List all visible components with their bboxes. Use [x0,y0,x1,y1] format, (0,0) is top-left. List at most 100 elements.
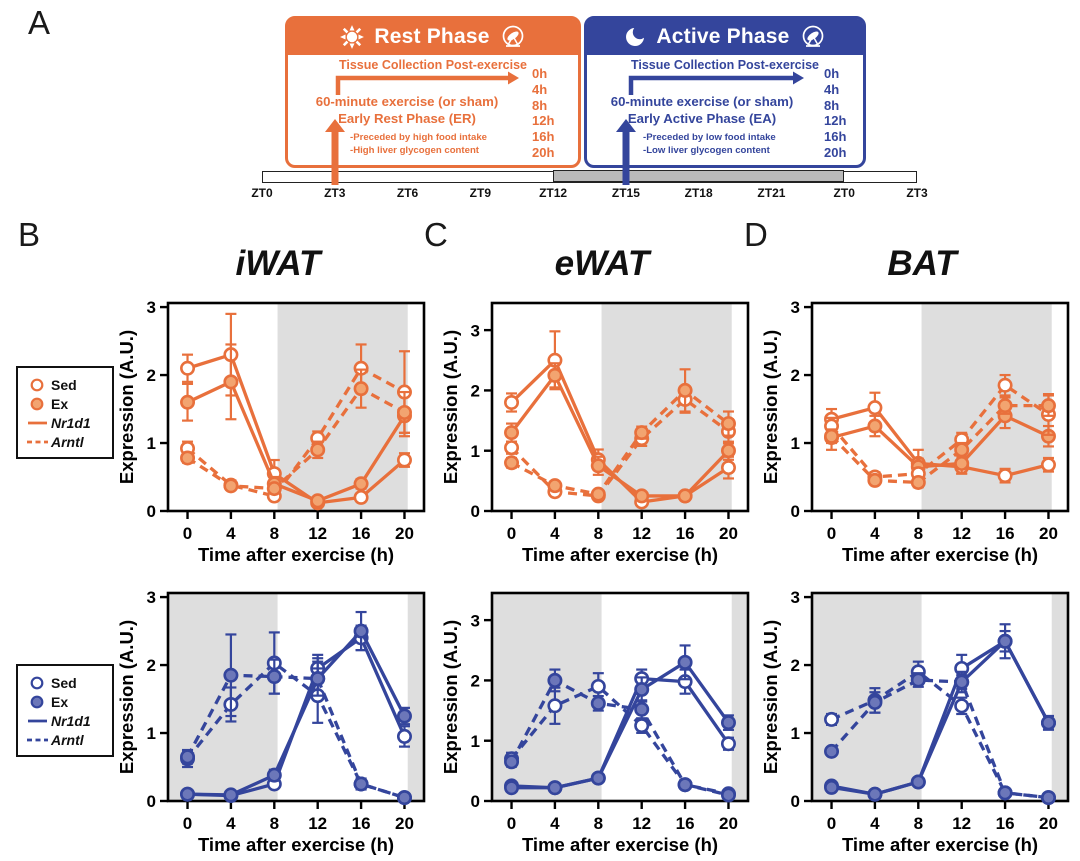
y-axis-title: Expression (A.U.) [118,620,137,774]
y-tick-label: 3 [147,298,156,317]
collection-time: 16h [824,129,847,145]
y-axis-title: Expression (A.U.) [762,330,781,484]
series-arntl-ex [180,368,412,497]
data-point [353,623,369,639]
data-point [310,493,326,509]
series-line [186,386,406,491]
legend-label-arntl: Arntl [51,731,84,748]
data-point [997,377,1013,393]
dark-phase-band [407,593,424,801]
x-tick-label: 8 [594,814,603,833]
data-point [720,460,736,476]
collection-time: 0h [532,66,548,81]
zt-label: ZT9 [469,186,491,200]
active-phase-box: Active Phase Tissue Collection Post-exer… [584,16,866,168]
data-point [1040,790,1056,806]
data-point [997,398,1013,414]
data-point [677,488,693,504]
data-point [824,743,840,759]
data-point [180,450,196,466]
x-tick-label: 12 [952,524,971,543]
rest-phase-title: Rest Phase [374,25,490,48]
dark-phase-band [731,593,748,801]
legend-label-sed: Sed [51,376,77,393]
series-nr1d1-ex [504,644,736,796]
rest-exercise-text: 60-minute exercise (or sham) Early Rest … [282,94,532,127]
data-point [824,711,840,727]
collection-time: 20h [824,144,847,160]
data-point [504,425,520,441]
chart-title-iwat: iWAT [235,244,321,283]
active-phase-body: Tissue Collection Post-exercise 0h 4h 8h 12… [587,55,863,165]
solid-line-icon [28,421,47,424]
data-point [396,708,412,724]
x-axis-title: Time after exercise (h) [522,834,718,855]
data-point [910,474,926,490]
series-line [830,678,1049,800]
x-axis-title: Time after exercise (h) [842,544,1038,565]
x-tick-label: 0 [507,814,516,833]
zeitgeber-labels: ZT0 ZT3 ZT6 ZT9 ZT12 ZT15 ZT18 ZT21 ZT0 ZT3 [251,186,927,202]
legend-label-sed: Sed [51,674,77,691]
data-point [353,489,369,505]
y-axis-title: Expression (A.U.) [442,330,461,484]
data-point [180,786,196,802]
data-point [504,440,520,456]
data-point [590,678,606,694]
zt-label: ZT18 [684,186,713,200]
collection-time: 8h [824,97,840,113]
x-tick-label: 16 [676,524,695,543]
rest-phase-header: Rest Phase [288,19,578,55]
series-line [830,383,1050,479]
series-line [186,673,405,800]
series-line [510,373,730,498]
x-tick-label: 4 [226,814,236,833]
active-phase-title: Active Phase [656,25,790,48]
chart-bat-active-phase: 0 1 2 3 0 4 8 12 16 20 Time after exercise (h) Expr… [760,583,1080,861]
y-tick-label: 3 [471,321,480,340]
zt-label: ZT3 [324,186,346,200]
chart-iwat-rest-phase: 0 1 2 3 0 4 8 12 16 20 Time after exercise (h) Expr… [116,293,438,576]
legend-item-sed: Sed [25,673,108,692]
data-point [353,776,369,792]
zt-label: ZT15 [611,186,640,200]
data-point [910,672,926,688]
y-tick-label: 2 [791,656,800,675]
legend-active-phase: Sed Ex Nr1d1 Arntl [16,664,114,757]
data-point [353,476,369,492]
data-point [180,360,196,376]
collection-time: 0h [824,66,840,81]
chart-title-bat: BAT [887,244,957,283]
data-point [997,785,1013,801]
data-point [396,404,412,420]
sun-icon [340,25,365,49]
y-tick-label: 0 [471,792,480,811]
dark-phase-band [812,593,922,801]
collection-time: 12h [532,113,555,129]
x-tick-label: 4 [870,814,880,833]
series-arntl-ex [180,633,412,806]
zt-label: ZT12 [539,186,568,200]
zt-label: ZT0 [833,186,855,200]
data-point [504,455,520,471]
series-line [187,353,406,505]
rest-notes: -Preceded by high food intake -High live… [350,132,487,157]
filled-circle-icon [30,397,44,410]
x-tick-label: 12 [308,814,327,833]
active-collection-label: Tissue Collection Post-exercise [630,58,820,72]
data-point [590,486,606,502]
y-tick-label: 2 [471,672,480,691]
y-tick-label: 2 [791,366,800,385]
x-tick-label: 16 [352,814,371,833]
data-point [547,478,563,494]
data-point [396,790,412,806]
data-point [353,381,369,397]
legend-item-arntl: Arntl [25,432,108,451]
y-tick-label: 3 [791,588,800,607]
x-tick-label: 12 [632,814,651,833]
data-point [867,694,883,710]
y-tick-label: 0 [791,502,800,521]
chart-ewat-active-phase: 0 1 2 3 0 4 8 12 16 20 Time after exercise (h) Expr… [440,583,762,861]
data-point [590,695,606,711]
